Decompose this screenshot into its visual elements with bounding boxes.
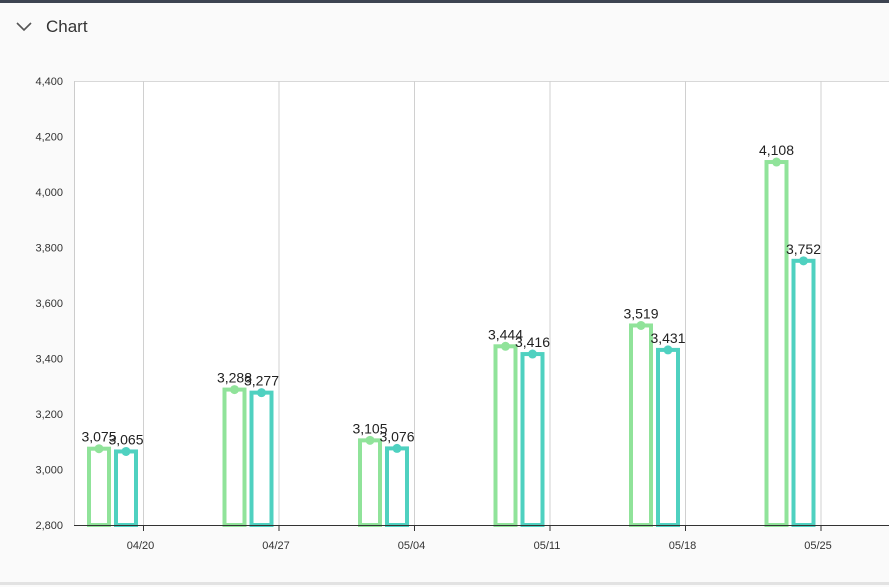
x-tick-label: 05/04: [398, 540, 426, 552]
series-a-bar-04/27: [222, 387, 247, 527]
series-a-data-label: 3,288: [217, 370, 252, 386]
chart-area: 2,800 3,000 3,200 3,400 3,600 3,800 4,000 4,200…: [0, 51, 889, 582]
series-b-point-04/20: [121, 446, 131, 456]
series-a-data-label: 3,444: [488, 326, 523, 342]
series-a-bar-05/25: [764, 160, 789, 527]
series-b-data-label: 3,065: [108, 431, 143, 447]
y-tick-label: 3,600: [35, 298, 63, 310]
y-tick-label: 2,800: [35, 520, 63, 532]
x-tick-label: 04/20: [127, 540, 155, 552]
y-tick-label: 3,200: [35, 409, 63, 421]
series-a-bar-05/04: [358, 438, 382, 527]
series-a-point-04/27: [230, 385, 239, 395]
series-a-point-04/20: [94, 444, 104, 454]
series-a-data-label: 4,108: [759, 142, 794, 158]
bar-chart: 2,800 3,000 3,200 3,400 3,600 3,800 4,000 4,200…: [35, 76, 889, 552]
panel-title: Chart: [46, 17, 88, 36]
series-b-point-05/25: [799, 256, 808, 266]
y-tick-label: 3,400: [35, 354, 63, 366]
series-a-point-05/04: [365, 435, 375, 445]
series-b-point-04/27: [257, 388, 266, 398]
x-tick-label: 05/25: [804, 540, 832, 552]
y-tick-label: 4,400: [35, 76, 63, 88]
x-tick-label: 04/27: [262, 540, 290, 552]
x-tick-label: 05/18: [669, 540, 697, 552]
series-a-point-05/18: [636, 320, 646, 330]
series-b-data-label: 3,076: [379, 428, 414, 444]
series-b-bar-05/11: [520, 352, 545, 527]
series-a-point-05/25: [772, 157, 781, 167]
series-b-point-05/04: [392, 443, 402, 453]
plot-background: [74, 81, 889, 525]
series-b-data-label: 3,752: [786, 241, 821, 257]
y-tick-label: 3,800: [35, 243, 63, 255]
series-b-data-label: 3,416: [515, 334, 550, 350]
x-tick-label: 05/11: [534, 540, 561, 552]
series-a-data-label: 3,105: [352, 420, 387, 436]
series-a-bar-05/18: [629, 323, 653, 528]
y-tick-label: 4,000: [35, 187, 63, 199]
series-b-data-label: 3,431: [650, 330, 685, 346]
chevron-down-icon[interactable]: [14, 17, 34, 37]
y-tick-label: 3,000: [35, 465, 63, 477]
series-a-data-label: 3,075: [81, 429, 116, 445]
series-b-data-label: 3,277: [244, 373, 279, 389]
series-b-point-05/11: [528, 349, 537, 359]
series-b-bar-05/18: [656, 347, 680, 527]
top-border: [0, 0, 889, 3]
panel-header: Chart: [0, 3, 889, 51]
bottom-border: [0, 582, 889, 585]
series-b-bar-05/25: [791, 258, 816, 527]
series-b-bar-05/04: [385, 446, 409, 527]
series-a-point-05/11: [501, 341, 510, 351]
series-b-bar-04/20: [114, 449, 138, 527]
series-a-data-label: 3,519: [623, 305, 658, 321]
y-tick-label: 4,200: [35, 132, 63, 144]
series-a-bar-05/11: [493, 344, 518, 528]
series-b-bar-04/27: [249, 390, 274, 527]
series-a-bar-04/20: [87, 446, 111, 527]
series-b-point-05/18: [663, 345, 673, 355]
